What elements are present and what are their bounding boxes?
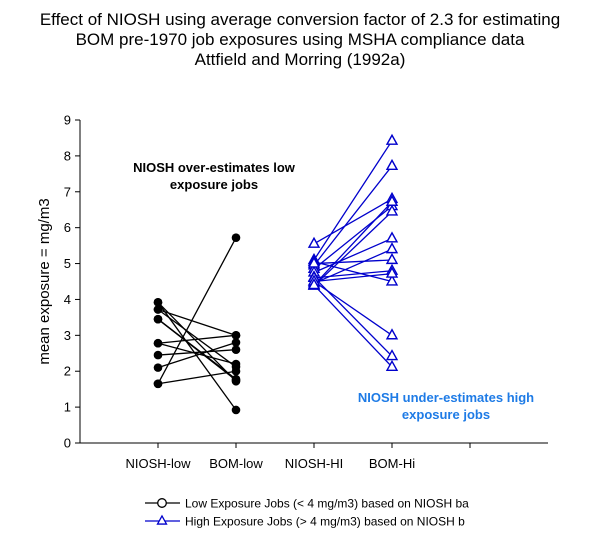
annotation-high: NIOSH under-estimates high exposure jobs bbox=[358, 390, 534, 422]
annotation-high-line: exposure jobs bbox=[402, 407, 490, 422]
high-series-line bbox=[313, 198, 393, 245]
y-ticks: 0 1 2 3 4 5 6 7 8 9 bbox=[64, 113, 80, 451]
low-series-line bbox=[157, 349, 237, 356]
high-series-point bbox=[385, 204, 399, 216]
low-series-point bbox=[231, 405, 241, 415]
y-tick-label: 5 bbox=[64, 256, 71, 271]
high-series-line bbox=[313, 284, 393, 368]
low-series-line bbox=[157, 237, 237, 385]
chart-title: Effect of NIOSH using average conversion… bbox=[39, 10, 561, 29]
high-series-line bbox=[313, 259, 393, 265]
low-series-point bbox=[153, 350, 163, 360]
annotation-low: NIOSH over-estimates low exposure jobs bbox=[133, 160, 296, 192]
high-series-point bbox=[385, 133, 399, 145]
y-tick-label: 1 bbox=[64, 400, 71, 415]
y-tick-label: 4 bbox=[64, 292, 71, 307]
low-series-point bbox=[153, 363, 163, 372]
high-series-point bbox=[385, 349, 399, 361]
low-series-point bbox=[231, 345, 241, 354]
y-axis-label: mean exposure = mg/m3 bbox=[36, 198, 53, 364]
annotation-low-line: NIOSH over-estimates low bbox=[133, 160, 296, 175]
high-series-point bbox=[385, 242, 399, 254]
annotation-low-line: exposure jobs bbox=[170, 177, 258, 192]
low-series-point bbox=[153, 314, 163, 324]
low-series-line bbox=[157, 318, 237, 381]
low-series-point bbox=[231, 359, 241, 369]
chart-titles: Effect of NIOSH using average conversion… bbox=[0, 10, 600, 70]
high-series-point bbox=[385, 328, 399, 340]
high-series-line bbox=[313, 165, 393, 266]
high-series-line bbox=[313, 270, 393, 279]
high-series-point bbox=[307, 278, 321, 290]
x-tick-label: BOM-Hi bbox=[369, 456, 415, 471]
y-tick-label: 0 bbox=[64, 436, 71, 451]
legend-high-label: High Exposure Jobs (> 4 mg/m3) based on … bbox=[185, 515, 465, 529]
low-series-line bbox=[157, 301, 237, 382]
x-tick-label: NIOSH-HI bbox=[285, 456, 344, 471]
low-series-line bbox=[157, 342, 237, 365]
series-markers bbox=[153, 133, 399, 415]
x-ticks: NIOSH-low BOM-low NIOSH-HI BOM-Hi bbox=[125, 443, 471, 471]
high-series-point bbox=[385, 252, 399, 265]
y-tick-label: 2 bbox=[64, 364, 71, 379]
y-tick-label: 8 bbox=[64, 148, 71, 163]
x-tick-label: NIOSH-low bbox=[125, 456, 191, 471]
high-series-point bbox=[307, 236, 321, 248]
low-series-point bbox=[153, 305, 163, 314]
low-series-point bbox=[153, 298, 163, 307]
high-series-line bbox=[313, 261, 393, 283]
legend-high-marker bbox=[156, 514, 168, 525]
high-series-point bbox=[385, 266, 399, 278]
high-series-line bbox=[313, 272, 393, 283]
low-series-line bbox=[157, 341, 237, 369]
low-series-point bbox=[231, 338, 241, 347]
series-low-lines bbox=[157, 237, 237, 411]
y-tick-label: 7 bbox=[64, 184, 71, 199]
annotations: NIOSH over-estimates low exposure jobsNIO… bbox=[133, 160, 534, 422]
low-series-line bbox=[157, 308, 237, 336]
high-series-point bbox=[307, 256, 321, 268]
low-series-line bbox=[157, 308, 237, 368]
low-series-point bbox=[231, 233, 241, 243]
legend-low-marker bbox=[157, 498, 167, 508]
series-high-lines bbox=[313, 140, 393, 368]
chart-subtitle: BOM pre-1970 job exposures using MSHA co… bbox=[75, 30, 525, 49]
high-series-point bbox=[385, 194, 399, 206]
high-series-point bbox=[385, 274, 399, 286]
low-series-point bbox=[153, 379, 163, 389]
legend: Low Exposure Jobs (< 4 mg/m3) based on N… bbox=[145, 497, 469, 529]
low-series-point bbox=[153, 338, 163, 348]
high-series-point bbox=[385, 359, 399, 372]
low-series-point bbox=[231, 376, 241, 386]
low-series-line bbox=[157, 334, 237, 344]
high-series-line bbox=[313, 237, 393, 274]
annotation-high-line: NIOSH under-estimates high bbox=[358, 390, 534, 405]
high-series-point bbox=[385, 158, 399, 171]
x-tick-label: BOM-low bbox=[209, 456, 263, 471]
high-series-line bbox=[313, 211, 393, 287]
legend-low-label: Low Exposure Jobs (< 4 mg/m3) based on N… bbox=[185, 497, 469, 511]
low-series-line bbox=[157, 370, 237, 385]
low-series-point bbox=[231, 366, 241, 376]
high-series-point bbox=[385, 231, 399, 243]
high-series-line bbox=[313, 248, 393, 284]
chart-subtitle-2: Attfield and Morring (1992a) bbox=[194, 50, 406, 69]
high-series-line bbox=[313, 140, 393, 261]
low-series-point bbox=[231, 331, 241, 340]
y-tick-label: 3 bbox=[64, 328, 71, 343]
high-series-line bbox=[313, 280, 393, 336]
high-series-line bbox=[313, 201, 393, 286]
y-tick-label: 6 bbox=[64, 220, 71, 235]
y-tick-label: 9 bbox=[64, 113, 71, 128]
low-series-line bbox=[157, 301, 237, 411]
